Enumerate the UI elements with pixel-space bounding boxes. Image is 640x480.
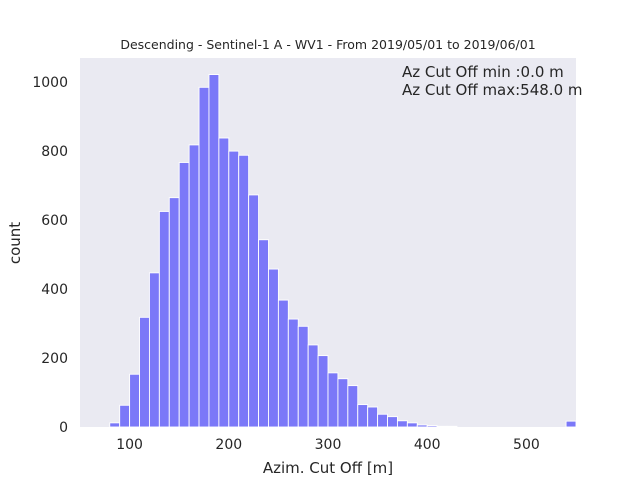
histogram-bar — [258, 239, 269, 428]
histogram-bar — [416, 424, 428, 428]
histogram-bar — [119, 404, 131, 428]
x-axis-label: Azim. Cut Off [m] — [263, 459, 393, 477]
histogram-bars — [109, 74, 577, 428]
annotation-min: Az Cut Off min :0.0 m — [402, 63, 564, 81]
x-tick-label: 500 — [513, 437, 540, 453]
annotation-max: Az Cut Off max:548.0 m — [402, 81, 583, 99]
histogram-bar — [357, 404, 369, 428]
y-tick-label: 400 — [41, 282, 68, 298]
x-tick-label: 400 — [414, 437, 441, 453]
histogram-bar — [238, 154, 250, 428]
histogram-bar — [426, 425, 438, 428]
x-tick-labels: 100 200 300 400 500 — [116, 437, 540, 453]
y-tick-label: 800 — [41, 144, 68, 160]
x-tick-label: 200 — [215, 437, 242, 453]
histogram-bar — [208, 74, 220, 428]
histogram-bar — [188, 144, 200, 428]
histogram-bar — [327, 372, 339, 428]
histogram-bar — [178, 162, 190, 428]
histogram-bar — [148, 272, 160, 428]
histogram-bar — [139, 316, 150, 428]
histogram-bar — [158, 211, 170, 428]
histogram-bar — [129, 373, 140, 428]
histogram-bar — [377, 413, 388, 428]
y-tick-label: 600 — [41, 213, 68, 229]
histogram-bar — [565, 420, 577, 428]
histogram-bar — [268, 268, 279, 428]
histogram-bar — [406, 422, 418, 428]
histogram-bar — [317, 355, 329, 428]
histogram-bar — [248, 194, 260, 428]
histogram-bar — [307, 344, 319, 428]
x-tick-label: 300 — [315, 437, 342, 453]
y-axis-label: count — [6, 222, 24, 264]
histogram-bar — [168, 197, 180, 428]
histogram-bar — [347, 385, 359, 428]
histogram-bar — [109, 422, 121, 428]
histogram-bar — [396, 420, 408, 428]
histogram-bar — [446, 425, 458, 428]
histogram-bar — [228, 150, 240, 428]
histogram-bar — [287, 318, 299, 428]
histogram-bar — [198, 86, 210, 428]
chart-title: Descending - Sentinel-1 A - WV1 - From 2… — [120, 37, 535, 52]
histogram-bar — [436, 425, 448, 428]
y-tick-label: 200 — [41, 351, 68, 367]
x-tick-label: 100 — [116, 437, 143, 453]
y-tick-labels: 0 200 400 600 800 1000 — [32, 75, 68, 436]
y-tick-label: 0 — [59, 420, 68, 436]
histogram-bar — [337, 378, 349, 428]
y-tick-label: 1000 — [32, 75, 68, 91]
histogram-bar — [387, 416, 398, 428]
histogram-bar — [297, 325, 309, 428]
histogram-bar — [367, 406, 379, 428]
histogram-bar — [277, 299, 289, 428]
histogram-bar — [218, 137, 230, 428]
